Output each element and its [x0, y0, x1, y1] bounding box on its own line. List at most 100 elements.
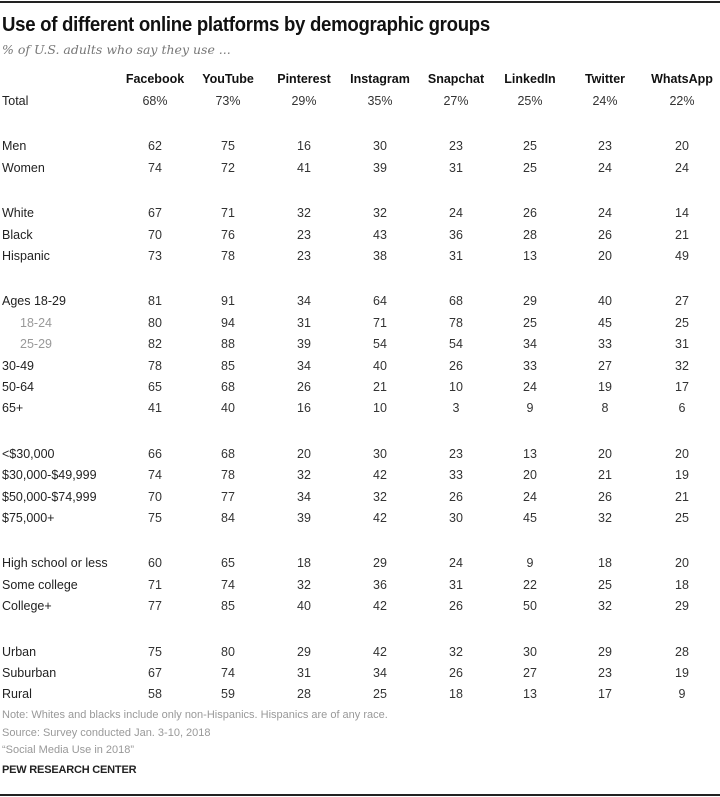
- row-label: Total: [2, 94, 29, 108]
- chart-subtitle: % of U.S. adults who say they use ...: [2, 42, 231, 57]
- table-cell-twitter: 32: [598, 599, 612, 614]
- table-cell-snapchat: 78: [449, 315, 463, 330]
- table-cell-facebook: 80: [148, 315, 162, 330]
- row-label: $30,000-$49,999: [2, 468, 97, 483]
- table-cell-pinterest: 23: [297, 227, 311, 242]
- table-cell-facebook: 68%: [142, 94, 168, 108]
- table-cell-instagram: 25: [373, 687, 387, 702]
- table-cell-linkedin: 13: [523, 446, 537, 461]
- row-label: 18-24: [20, 315, 52, 330]
- table-cell-linkedin: 22: [523, 577, 537, 592]
- bottom-rule: [0, 794, 720, 796]
- table-cell-youtube: 71: [221, 206, 235, 221]
- table-cell-snapchat: 68: [449, 294, 463, 309]
- table-cell-whatsapp: 19: [675, 666, 689, 680]
- table-cell-snapchat: 32: [449, 644, 463, 659]
- row-label: High school or less: [2, 556, 108, 571]
- table-cell-snapchat: 24: [449, 556, 463, 571]
- table-cell-facebook: 73: [148, 249, 162, 263]
- table-cell-linkedin: 50: [523, 599, 537, 614]
- column-header-whatsapp: WhatsApp: [651, 72, 713, 86]
- table-cell-youtube: 72: [221, 160, 235, 175]
- table-cell-pinterest: 32: [297, 206, 311, 221]
- table-cell-linkedin: 24: [523, 380, 537, 394]
- report-title: “Social Media Use in 2018”: [2, 744, 135, 756]
- table-cell-instagram: 34: [373, 666, 387, 680]
- table-cell-twitter: 8: [601, 401, 609, 416]
- table-cell-facebook: 62: [148, 139, 162, 154]
- brand-logo-text: PEW RESEARCH CENTER: [2, 764, 137, 776]
- table-cell-youtube: 65: [221, 556, 235, 571]
- table-cell-youtube: 68: [221, 446, 235, 461]
- table-cell-pinterest: 18: [297, 556, 311, 571]
- column-header-linkedin: LinkedIn: [504, 72, 556, 86]
- table-cell-pinterest: 20: [297, 446, 311, 461]
- table-cell-facebook: 67: [148, 666, 162, 680]
- table-cell-twitter: 27: [598, 358, 612, 373]
- table-cell-pinterest: 28: [297, 687, 311, 702]
- table-cell-instagram: 42: [373, 468, 387, 483]
- row-label: Hispanic: [2, 249, 50, 263]
- table-cell-linkedin: 9: [526, 401, 534, 416]
- table-cell-facebook: 58: [148, 687, 162, 702]
- column-header-snapchat: Snapchat: [427, 72, 485, 86]
- table-cell-instagram: 21: [373, 380, 387, 394]
- table-cell-snapchat: 26: [449, 489, 463, 504]
- table-cell-linkedin: 29: [523, 294, 537, 309]
- row-label: White: [2, 206, 34, 221]
- table-cell-twitter: 26: [598, 227, 612, 242]
- table-cell-snapchat: 33: [449, 468, 463, 483]
- table-cell-facebook: 70: [148, 489, 162, 504]
- table-cell-pinterest: 40: [297, 599, 311, 614]
- table-cell-snapchat: 26: [449, 666, 463, 680]
- table-cell-instagram: 29: [373, 556, 387, 571]
- top-rule: [0, 1, 720, 3]
- table-cell-whatsapp: 24: [675, 160, 689, 175]
- table-cell-twitter: 32: [598, 511, 612, 525]
- row-label: Urban: [2, 644, 37, 659]
- table-cell-pinterest: 29: [297, 644, 311, 659]
- note-text: Note: Whites and blacks include only non…: [2, 709, 388, 721]
- table-cell-whatsapp: 18: [675, 577, 689, 592]
- table-cell-snapchat: 27%: [443, 94, 469, 108]
- row-label: College+: [2, 599, 52, 614]
- table-cell-pinterest: 16: [297, 401, 311, 416]
- table-cell-whatsapp: 6: [678, 401, 686, 416]
- table-cell-youtube: 68: [221, 380, 235, 394]
- row-label: Men: [2, 139, 27, 154]
- row-label: Women: [2, 160, 45, 175]
- table-cell-instagram: 64: [373, 294, 387, 309]
- row-label: 25-29: [20, 337, 52, 352]
- table-cell-instagram: 36: [373, 577, 387, 592]
- table-cell-facebook: 41: [148, 401, 162, 416]
- table-cell-twitter: 21: [598, 468, 612, 483]
- table-cell-pinterest: 41: [297, 160, 311, 175]
- table-cell-whatsapp: 9: [678, 687, 686, 702]
- row-label: Black: [2, 227, 33, 242]
- table-cell-snapchat: 26: [449, 599, 463, 614]
- table-cell-instagram: 71: [373, 315, 387, 330]
- table-cell-instagram: 54: [373, 337, 387, 352]
- table-cell-twitter: 25: [598, 577, 612, 592]
- table-cell-facebook: 77: [148, 599, 162, 614]
- table-cell-snapchat: 10: [449, 380, 463, 394]
- table-cell-whatsapp: 20: [675, 556, 689, 571]
- table-cell-linkedin: 25: [523, 160, 537, 175]
- table-cell-whatsapp: 17: [675, 380, 689, 394]
- table-cell-whatsapp: 22%: [669, 94, 695, 108]
- row-label: Suburban: [2, 666, 57, 680]
- table-cell-youtube: 94: [221, 315, 235, 330]
- table-cell-facebook: 65: [148, 380, 162, 394]
- table-cell-instagram: 43: [373, 227, 387, 242]
- table-cell-youtube: 75: [221, 139, 235, 154]
- table-cell-linkedin: 9: [526, 556, 534, 571]
- table-cell-linkedin: 27: [523, 666, 537, 680]
- column-header-facebook: Facebook: [125, 72, 185, 86]
- row-label: $75,000+: [2, 511, 55, 525]
- table-cell-twitter: 45: [598, 315, 612, 330]
- table-cell-facebook: 74: [148, 160, 162, 175]
- table-cell-linkedin: 20: [523, 468, 537, 483]
- table-cell-whatsapp: 29: [675, 599, 689, 614]
- table-cell-twitter: 18: [598, 556, 612, 571]
- table-cell-whatsapp: 25: [675, 315, 689, 330]
